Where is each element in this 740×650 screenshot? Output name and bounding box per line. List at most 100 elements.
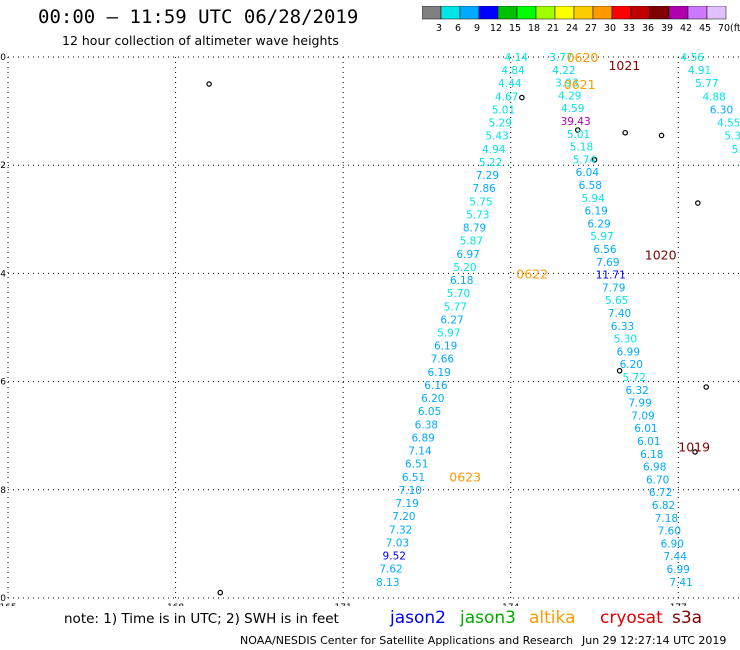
wave-height-value: 6.18 — [450, 275, 473, 287]
pass-time-label: 0621 — [564, 77, 596, 92]
lat-tick-label: -8 — [0, 486, 6, 496]
wave-height-value: 6.20 — [620, 359, 643, 371]
wave-height-value: 6.82 — [652, 500, 675, 512]
wave-height-value: 5.77 — [695, 78, 718, 90]
wave-height-value: 5.65 — [605, 295, 628, 307]
pass-time-label: 0620 — [567, 50, 599, 65]
wave-height-value: 6.20 — [421, 393, 444, 405]
page-subtitle: 12 hour collection of altimeter wave hei… — [62, 33, 339, 48]
wave-height-value: 5.87 — [460, 236, 483, 248]
wave-height-value: 7.14 — [408, 446, 432, 458]
wave-height-value: 6.51 — [402, 472, 425, 484]
wave-height-value: 6.19 — [428, 367, 451, 379]
wave-height-value: 7.40 — [608, 308, 631, 320]
lon-tick-label: 168 — [167, 603, 184, 606]
wave-height-value: 6.56 — [593, 244, 617, 256]
wave-height-value: 7.79 — [602, 282, 625, 294]
wave-height-value: 6.33 — [611, 321, 634, 333]
wave-height-value: 5.43 — [485, 131, 508, 143]
wave-height-value: 5.20 — [453, 262, 476, 274]
island-outline — [703, 384, 710, 390]
lon-tick-label: 174 — [502, 603, 519, 606]
wave-height-value: 8.13 — [376, 577, 399, 589]
pass-time-label: 0623 — [449, 469, 481, 484]
wave-height-value: 6.70 — [646, 474, 669, 486]
colorbar-tick-label: 27 — [585, 23, 597, 32]
wave-height-value: 4.22 — [552, 65, 575, 77]
wave-height-value: 6.97 — [456, 249, 479, 261]
wave-height-value: 11.71 — [596, 270, 626, 282]
island-outline — [217, 589, 224, 596]
island-outline — [206, 81, 212, 87]
satellite-legend-item: altika — [529, 608, 576, 628]
colorbar-tick-label: 33 — [623, 23, 635, 32]
island-outline — [574, 127, 581, 133]
satellite-legend-item: jason3 — [460, 608, 516, 628]
wave-height-value: 4.91 — [688, 65, 711, 77]
colorbar-swatch — [706, 6, 727, 20]
wave-height-value: 7.19 — [395, 498, 418, 510]
wave-height-value: 6.89 — [411, 432, 434, 444]
colorbar-tick-label: 30 — [604, 23, 616, 32]
wave-height-value: 4.59 — [561, 103, 584, 115]
colorbar-tick-label: 24 — [566, 23, 578, 32]
lat-tick-label: 0 — [0, 53, 6, 63]
satellite-legend-item: jason2 — [390, 608, 446, 628]
issued-timestamp: Jun 29 12:27:14 UTC 2019 — [582, 634, 727, 647]
island-outline — [519, 94, 525, 101]
colorbar-tick-label: 9 — [474, 23, 480, 32]
colorbar-tick-label: 21 — [547, 23, 559, 32]
island-outline — [616, 367, 623, 374]
colorbar-tick-label: 39 — [661, 23, 673, 32]
wave-height-value: 6.51 — [405, 459, 428, 471]
wave-height-value: 7.60 — [658, 526, 681, 538]
colorbar-tick-label: 70 — [718, 23, 730, 32]
wave-height-value: 7.29 — [476, 170, 499, 182]
lat-tick-label: -6 — [0, 378, 6, 388]
island-outline — [622, 129, 629, 136]
wave-height-value: 3.93 — [555, 78, 578, 90]
wave-height-value: 5.36 — [724, 131, 740, 143]
wave-height-value: 4.94 — [482, 144, 506, 156]
wave-height-value: 5.97 — [437, 328, 460, 340]
wave-height-value: 7.20 — [392, 511, 415, 523]
wave-height-value: 3.77 — [549, 52, 572, 64]
wave-height-value: 6.05 — [418, 406, 441, 418]
wave-height-value: 4.14 — [505, 52, 529, 64]
wave-height-value: 7.69 — [596, 257, 619, 269]
wave-height-value: 5.01 — [492, 104, 515, 116]
wave-height-value: 7.86 — [472, 183, 496, 195]
wave-height-value: 7.41 — [669, 577, 692, 589]
wave-height-value: 5.77 — [739, 157, 740, 169]
lon-tick-label: 177 — [670, 603, 687, 606]
wave-height-value: 6.29 — [587, 218, 610, 230]
wave-height-value: 4.67 — [495, 91, 518, 103]
credit-line: NOAA/NESDIS Center for Satellite Applica… — [240, 634, 574, 647]
pass-time-label: 1020 — [645, 247, 677, 262]
wave-height-value: 6.72 — [649, 487, 672, 499]
wave-height-value: 9.52 — [383, 551, 406, 563]
wave-height-value: 6.38 — [415, 419, 438, 431]
colorbar-tick-label: 36 — [642, 23, 654, 32]
island-outline — [695, 200, 701, 206]
wave-height-value: 5.70 — [447, 288, 470, 300]
footnote: note: 1) Time is in UTC; 2) SWH is in fe… — [64, 611, 339, 627]
wave-height-value: 6.01 — [634, 423, 657, 435]
colorbar-tick-label: 45 — [699, 23, 711, 32]
lon-tick-label: 165 — [0, 603, 17, 606]
wave-height-value: 6.18 — [640, 449, 663, 461]
wave-height-value: 7.99 — [628, 398, 651, 410]
wave-height-value: 5.18 — [570, 142, 593, 154]
colorbar-tick-label: 18 — [528, 23, 540, 32]
pass-time-label: 1021 — [608, 58, 640, 73]
wave-height-value: 4.55 — [717, 118, 740, 130]
wave-height-value: 6.01 — [637, 436, 660, 448]
wave-height-value: 6.58 — [579, 180, 602, 192]
wave-height-value: 6.32 — [625, 385, 648, 397]
wave-height-map: 1651681711741770-2-4-6-8-104.144.844.444… — [0, 50, 740, 606]
satellite-legend-item: s3a — [672, 608, 703, 628]
wave-height-value: 4.88 — [702, 91, 725, 103]
colorbar-tick-label: 3 — [436, 23, 442, 32]
lon-tick-label: 171 — [335, 603, 352, 606]
